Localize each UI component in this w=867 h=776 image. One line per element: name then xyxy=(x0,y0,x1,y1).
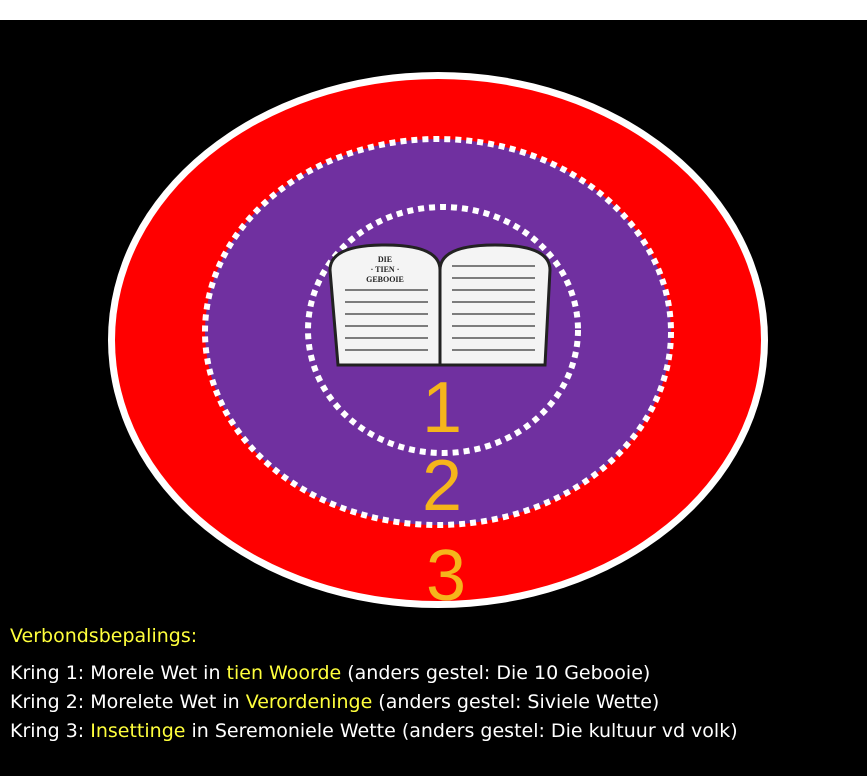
tablet-text: GEBOOIE xyxy=(366,275,404,284)
slide: DIE · TIEN · GEBOOIE 1 2 3 Verbondsbepal… xyxy=(0,0,867,776)
legend-title: Verbondsbepalings: xyxy=(10,622,738,651)
line-text: Kring 3: xyxy=(10,720,90,742)
legend: Verbondsbepalings: Kring 1: Morele Wet i… xyxy=(10,622,738,746)
line-text: (anders gestel: Siviele Wette) xyxy=(372,691,659,713)
tablet-text: DIE xyxy=(378,255,392,264)
tablets: DIE · TIEN · GEBOOIE xyxy=(330,245,550,365)
highlight-text: tien Woorde xyxy=(227,662,342,684)
line-text: in Seremoniele Wette (anders gestel: Die… xyxy=(185,720,737,742)
ring-number: 2 xyxy=(422,446,462,526)
line-text: Kring 1: Morele Wet in xyxy=(10,662,227,684)
top-band xyxy=(0,0,867,20)
legend-line: Kring 1: Morele Wet in tien Woorde (ande… xyxy=(10,659,738,688)
highlight-text: Insettinge xyxy=(90,720,185,742)
legend-line: Kring 2: Morelete Wet in Verordeninge (a… xyxy=(10,688,738,717)
line-text: Kring 2: Morelete Wet in xyxy=(10,691,246,713)
line-text: (anders gestel: Die 10 Gebooie) xyxy=(341,662,650,684)
legend-line: Kring 3: Insettinge in Seremoniele Wette… xyxy=(10,717,738,746)
highlight-text: Verordeninge xyxy=(246,691,373,713)
ring-number: 1 xyxy=(422,368,462,448)
tablet-text: · TIEN · xyxy=(371,265,400,274)
ring-number: 3 xyxy=(426,536,466,616)
legend-lines: Kring 1: Morele Wet in tien Woorde (ande… xyxy=(10,659,738,746)
